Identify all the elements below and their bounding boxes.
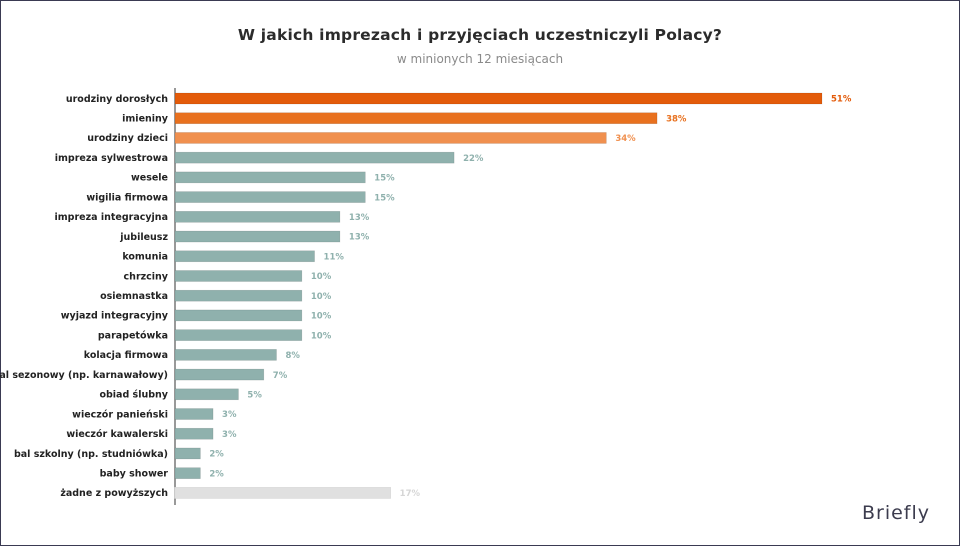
value-label: 7% (273, 371, 288, 381)
value-label: 51% (831, 95, 852, 105)
bar (174, 329, 303, 341)
value-label: 2% (209, 450, 224, 460)
bar (174, 132, 607, 144)
bar (174, 230, 341, 243)
bar (174, 349, 277, 361)
value-label: 3% (222, 430, 237, 440)
bar (174, 270, 303, 282)
value-label: 11% (324, 252, 345, 262)
category-label: parapetówka (98, 330, 168, 341)
category-label: jubileusz (119, 232, 168, 243)
value-label: 15% (374, 174, 395, 184)
value-label: 10% (311, 292, 332, 302)
value-label: 10% (311, 312, 332, 322)
bar (174, 171, 366, 184)
value-label: 38% (666, 114, 687, 124)
chart-title: W jakich imprezach i przyjęciach uczestn… (237, 26, 723, 44)
category-label: żadne z powyższych (60, 488, 168, 499)
chart-subtitle: w minionych 12 miesiącach (396, 52, 564, 66)
category-label: wigilia firmowa (86, 192, 168, 203)
category-label: impreza integracyjna (55, 212, 169, 223)
bar (174, 92, 823, 105)
value-label: 10% (311, 331, 332, 341)
bar (174, 427, 214, 440)
brand-logo: Briefly (861, 502, 930, 524)
value-label: 8% (285, 351, 300, 361)
bar (174, 309, 303, 322)
bar (174, 408, 214, 420)
bar (174, 289, 303, 302)
category-label: osiemnastka (100, 291, 168, 302)
value-label: 10% (311, 272, 332, 282)
category-label: obiad ślubny (99, 390, 168, 401)
value-label: 13% (349, 213, 370, 223)
bar (174, 151, 455, 164)
bar (174, 388, 239, 401)
category-label: urodziny dzieci (87, 133, 168, 144)
bar (174, 211, 341, 223)
bar (174, 487, 391, 499)
value-label: 13% (349, 233, 370, 243)
value-label: 2% (209, 469, 224, 479)
category-label: impreza sylwestrowa (55, 153, 168, 164)
value-label: 17% (400, 489, 421, 499)
category-label: bal szkolny (np. studniówka) (14, 449, 168, 460)
category-label: wyjazd integracyjny (61, 311, 169, 322)
category-label: imieniny (122, 114, 169, 125)
value-label: 34% (615, 134, 636, 144)
bar (174, 112, 658, 125)
category-label: wesele (131, 173, 168, 184)
category-label: wieczór panieński (72, 409, 168, 420)
category-label: urodziny dorosłych (66, 94, 168, 105)
category-label: baby shower (100, 468, 169, 479)
bar (174, 368, 265, 381)
category-label: wieczór kawalerski (66, 429, 168, 440)
bar (174, 447, 201, 460)
bar (174, 467, 201, 479)
value-label: 5% (247, 391, 262, 401)
category-label: kolacja firmowa (84, 350, 168, 361)
category-label: bal sezonowy (np. karnawałowy) (0, 370, 168, 381)
value-label: 3% (222, 410, 237, 420)
value-label: 22% (463, 154, 484, 164)
bar (174, 191, 366, 203)
category-label: chrzciny (124, 271, 169, 282)
value-label: 15% (374, 193, 395, 203)
bar (174, 250, 315, 263)
category-label: komunia (122, 252, 168, 263)
